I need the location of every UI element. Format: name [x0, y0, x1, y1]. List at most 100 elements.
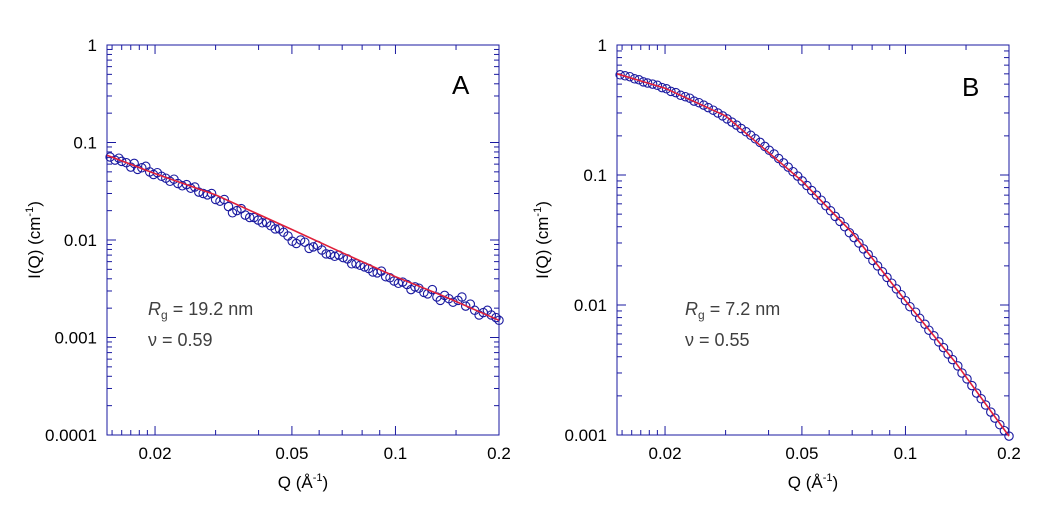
data-point-b — [620, 71, 630, 81]
data-point-b — [953, 361, 963, 371]
data-point-b — [615, 70, 625, 80]
fit-line-a — [106, 154, 500, 322]
data-point-b — [741, 127, 751, 137]
data-point-a — [105, 152, 115, 162]
data-point-b — [947, 354, 958, 365]
data-point-b — [802, 180, 812, 191]
y-axis-label-text-a: I(Q) (cm — [25, 217, 44, 279]
data-point-a — [244, 212, 255, 223]
nu-annotation-a: ν = 0.59 — [148, 330, 213, 350]
rg-value-b: = 7.2 nm — [705, 299, 781, 319]
y-axis-label-end-a: ) — [25, 201, 44, 207]
data-point-b — [708, 105, 718, 115]
x-tick-label-b: 0.05 — [785, 444, 818, 463]
data-point-a — [227, 208, 238, 218]
y-axis-label-a: I(Q) (cm-1) — [24, 201, 44, 279]
data-point-b — [703, 102, 713, 113]
data-point-b — [900, 295, 911, 306]
x-axis-label-end-b: ) — [833, 473, 839, 492]
x-tick-label-a: 0.05 — [275, 444, 308, 463]
x-axis-label-sup-a: -1 — [313, 472, 323, 484]
y-axis-label-b: I(Q) (cm-1) — [532, 201, 552, 279]
panel-label-b: B — [962, 72, 979, 102]
data-point-a — [232, 205, 242, 216]
panel-a: 1 0.1 0.01 0.001 0.0001 0.02 0.05 0.1 0.2 A Rg =… — [24, 36, 511, 492]
nu-annotation-b: ν = 0.55 — [685, 330, 750, 350]
data-point-b — [642, 78, 653, 88]
data-point-b — [924, 325, 934, 335]
y-axis-label-sup-b: -1 — [532, 207, 544, 217]
rg-value-a: = 19.2 nm — [168, 299, 254, 319]
data-point-b — [858, 244, 869, 254]
data-point-b — [657, 82, 667, 93]
data-point-b — [722, 114, 732, 124]
data-point-a — [304, 243, 314, 254]
data-point-a — [321, 249, 331, 259]
data-point-b — [891, 284, 902, 294]
data-point-a — [223, 201, 234, 212]
data-point-a — [457, 292, 467, 302]
data-point-a — [137, 163, 147, 173]
rg-annotation-a: Rg = 19.2 nm — [148, 299, 253, 322]
data-point-b — [727, 117, 737, 127]
data-point-b — [938, 342, 949, 353]
data-point-b — [839, 221, 850, 232]
data-point-a — [308, 242, 319, 252]
data-point-b — [698, 100, 709, 110]
data-point-a — [194, 187, 204, 197]
data-series-b — [615, 70, 1014, 441]
x-axis-label-sup-b: -1 — [823, 472, 833, 484]
rg-subscript-b: g — [698, 308, 705, 322]
x-tick-label-b: 0.02 — [648, 444, 681, 463]
data-point-a — [177, 181, 188, 191]
data-point-b — [995, 419, 1005, 430]
data-point-b — [999, 425, 1010, 436]
x-tick-label-b: 0.2 — [997, 444, 1021, 463]
data-point-a — [132, 164, 143, 175]
data-point-a — [116, 156, 127, 167]
data-point-b — [844, 227, 855, 238]
ticks-a: 1 0.1 0.01 0.001 0.0001 0.02 0.05 0.1 0.2 — [45, 36, 511, 463]
data-point-b — [647, 79, 658, 89]
data-point-b — [886, 278, 897, 288]
data-point-b — [675, 90, 686, 101]
data-point-b — [689, 96, 699, 106]
data-point-b — [882, 272, 892, 283]
x-tick-label-a: 0.2 — [487, 444, 511, 463]
x-tick-label-a: 0.1 — [384, 444, 408, 463]
data-point-a — [494, 315, 504, 326]
y-tick-label-a: 0.001 — [54, 329, 97, 348]
data-point-b — [929, 331, 939, 341]
y-axis-label-sup-a: -1 — [24, 207, 36, 217]
data-point-b — [934, 337, 944, 347]
rg-subscript-a: g — [161, 308, 168, 322]
rg-symbol-b: R — [685, 299, 698, 319]
data-point-a — [460, 301, 471, 311]
x-axis-label-end-a: ) — [323, 473, 329, 492]
x-axis-label-a: Q (Å-1) — [278, 472, 328, 492]
y-tick-label-b: 0.001 — [564, 426, 607, 445]
data-point-b — [811, 190, 822, 200]
data-point-b — [638, 77, 649, 87]
y-axis-label-end-b: ) — [533, 201, 552, 207]
plot-frame-b — [616, 44, 1010, 436]
y-tick-label-a: 1 — [88, 36, 97, 55]
data-point-a — [435, 295, 446, 306]
x-tick-label-b: 0.1 — [894, 444, 918, 463]
y-tick-label-a: 0.1 — [73, 134, 97, 153]
data-point-b — [736, 123, 746, 134]
fit-line-b — [616, 73, 1010, 437]
data-point-b — [713, 108, 723, 118]
data-point-a — [240, 210, 251, 220]
x-axis-label-b: Q (Å-1) — [788, 472, 838, 492]
data-point-b — [868, 255, 878, 266]
ticks-b: 1 0.1 0.01 0.001 0.02 0.05 0.1 0.2 — [564, 36, 1020, 463]
data-point-a — [270, 224, 280, 234]
data-point-a — [257, 218, 268, 228]
data-point-b — [629, 74, 640, 84]
y-tick-label-b: 0.01 — [574, 296, 607, 315]
panel-b: 1 0.1 0.01 0.001 0.02 0.05 0.1 0.2 B Rg = 7.2 n… — [532, 36, 1021, 492]
rg-symbol-a: R — [148, 299, 161, 319]
data-point-b — [666, 86, 676, 97]
